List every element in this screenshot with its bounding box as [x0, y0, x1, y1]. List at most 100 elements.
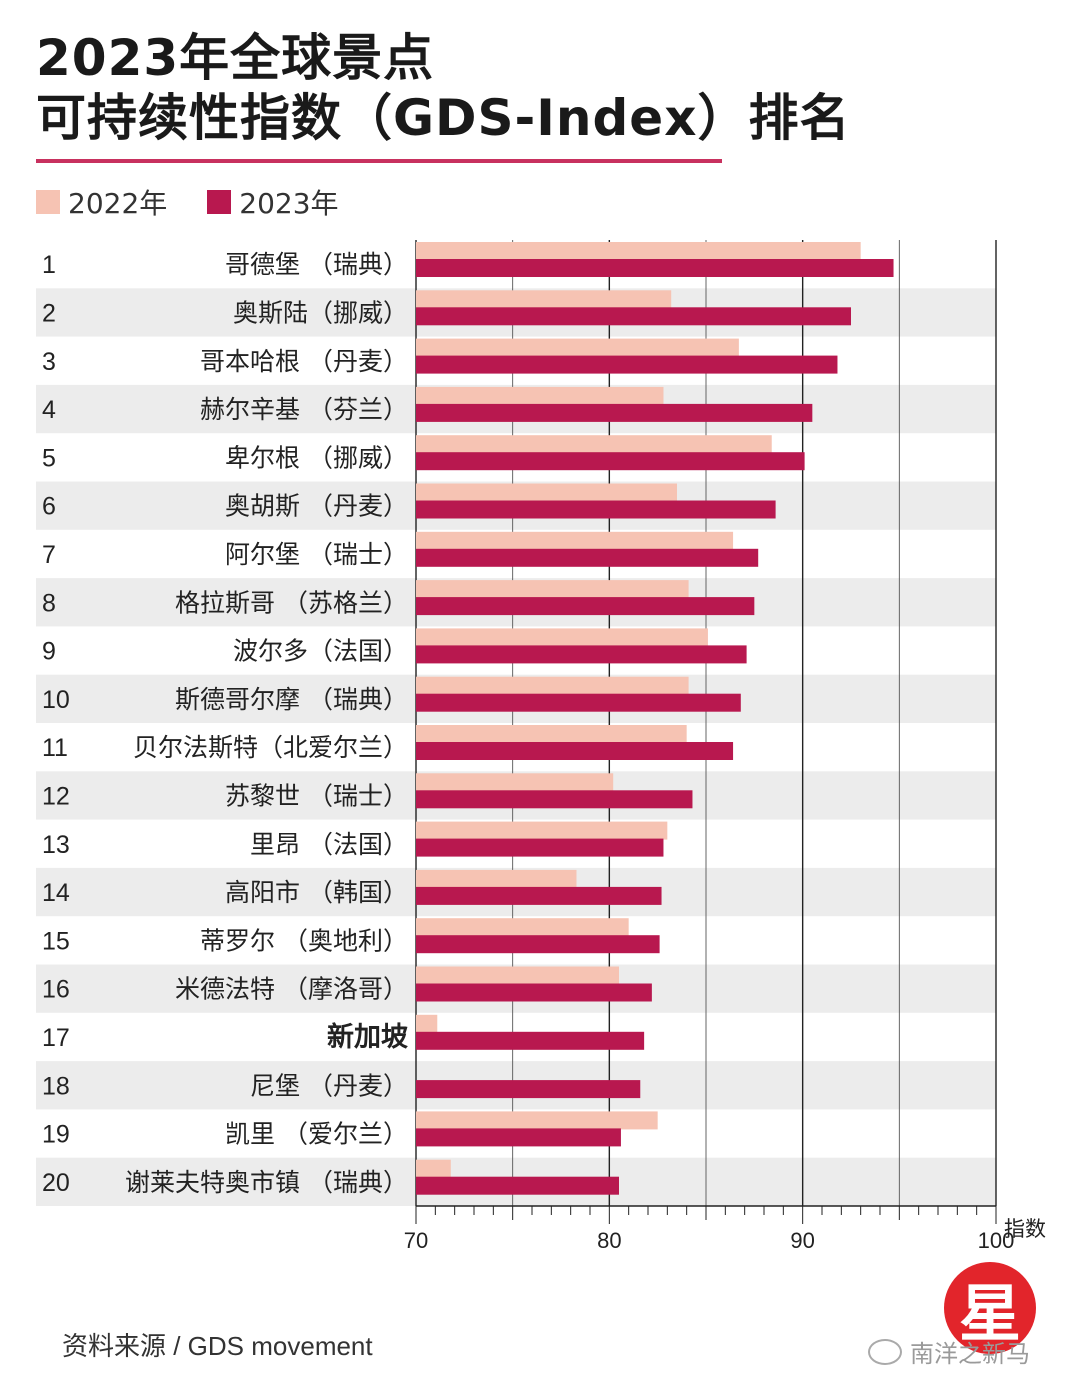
bar-2022: [416, 483, 677, 502]
bar-2023: [416, 548, 759, 567]
legend: 2022年 2023年: [36, 184, 379, 220]
x-tick-label: 80: [597, 1228, 621, 1253]
category-label: 哥德堡 （瑞典）: [225, 250, 408, 279]
bar-2023: [416, 693, 741, 712]
bar-2023: [416, 597, 755, 616]
rank-label: 16: [42, 976, 70, 1004]
legend-swatch-2023: [207, 190, 232, 214]
category-label: 苏黎世 （瑞士）: [225, 781, 408, 810]
logo-char: 星: [958, 1277, 1021, 1350]
rank-label: 15: [42, 927, 70, 955]
rank-label: 13: [42, 831, 70, 859]
x-tick-label: 70: [404, 1228, 428, 1253]
rank-label: 11: [42, 734, 68, 762]
category-label: 贝尔法斯特（北爱尔兰）: [133, 733, 408, 762]
bar-2023: [416, 790, 693, 809]
bar-2023: [416, 742, 734, 760]
category-label: 波尔多（法国）: [233, 637, 408, 666]
bar-2022: [416, 1111, 658, 1130]
category-label: 高阳市 （韩国）: [225, 878, 408, 907]
legend-swatch-2022: [36, 190, 60, 214]
watermark-text: 南洋之新马: [910, 1340, 1030, 1368]
bar-2023: [416, 1080, 641, 1099]
bar-2023: [416, 983, 652, 1002]
bar-2023: [416, 838, 664, 857]
legend-item-2023: 2023年: [207, 182, 339, 222]
legend-label-2023: 2023年: [239, 187, 339, 220]
bar-2022: [416, 966, 619, 985]
category-label: 里昂 （法国）: [250, 830, 408, 859]
bar-2023: [416, 886, 662, 905]
title-line-2: 可持续性指数（GDS-Index）排名: [36, 89, 851, 147]
category-label: 奥胡斯 （丹麦）: [225, 492, 408, 521]
rank-label: 1: [42, 251, 56, 279]
wechat-icon: [868, 1338, 902, 1365]
category-label: 哥本哈根 （丹麦）: [200, 347, 408, 376]
bar-2022: [416, 435, 772, 454]
bar-2022: [416, 628, 708, 647]
bar-2023: [416, 500, 776, 519]
bar-2023: [416, 1128, 621, 1147]
category-label: 赫尔辛基 （芬兰）: [200, 395, 408, 424]
bar-2022: [416, 773, 614, 792]
rank-label: 19: [42, 1121, 70, 1149]
chart-title: 2023年全球景点 可持续性指数（GDS-Index）排名: [36, 28, 850, 148]
bar-2023: [416, 259, 894, 277]
legend-item-2022: 2022年: [36, 182, 167, 222]
category-label: 奥斯陆（挪威）: [233, 298, 408, 327]
category-label: 斯德哥尔摩 （瑞典）: [175, 685, 408, 714]
title-line-1: 2023年全球景点: [36, 29, 435, 87]
category-label: 谢莱夫特奥市镇 （瑞典）: [125, 1168, 408, 1197]
rank-label: 9: [42, 638, 56, 666]
rank-label: 12: [42, 782, 70, 810]
category-label: 格拉斯哥 （苏格兰）: [175, 588, 408, 617]
bar-2023: [416, 1176, 619, 1195]
rank-label: 8: [42, 589, 56, 617]
bar-2022: [416, 821, 668, 840]
category-label: 蒂罗尔 （奥地利）: [200, 926, 408, 955]
title-underline: [36, 159, 722, 163]
bar-2023: [416, 307, 851, 326]
category-label: 凯里 （爱尔兰）: [225, 1120, 408, 1149]
bar-2022: [416, 338, 739, 357]
rank-label: 17: [42, 1024, 70, 1052]
rank-label: 10: [42, 686, 70, 714]
category-label: 尼堡 （丹麦）: [250, 1071, 408, 1100]
bar-2022: [416, 386, 664, 405]
bar-2023: [416, 403, 813, 422]
bar-2022: [416, 1159, 451, 1178]
category-label: 阿尔堡 （瑞士）: [225, 540, 408, 569]
bar-2023: [416, 935, 660, 954]
rank-label: 2: [42, 299, 56, 327]
x-tick-label: 100: [978, 1228, 1015, 1253]
rank-label: 14: [42, 879, 70, 907]
bar-2023: [416, 452, 805, 471]
category-label: 米德法特 （摩洛哥）: [175, 975, 408, 1004]
bar-2022: [416, 918, 629, 937]
legend-label-2022: 2022年: [68, 187, 168, 220]
source-note: 资料来源 / GDS movement: [62, 1331, 373, 1361]
bar-2022: [416, 242, 861, 260]
x-unit-label: 指数: [1004, 1217, 1046, 1241]
bar-2022: [416, 869, 577, 888]
rank-label: 3: [42, 348, 56, 376]
bar-2022: [416, 531, 734, 550]
rank-label: 20: [42, 1169, 70, 1197]
rank-label: 6: [42, 493, 56, 521]
category-label: 卑尔根 （挪威）: [225, 443, 408, 472]
bar-2022: [416, 580, 689, 599]
bar-2022: [416, 676, 689, 695]
bar-2023: [416, 645, 747, 664]
rank-label: 4: [42, 396, 56, 424]
watermark: 南洋之新马: [868, 1334, 1030, 1369]
bar-2023: [416, 1031, 645, 1050]
rank-label: 7: [42, 541, 56, 569]
rank-label: 5: [42, 444, 56, 472]
bar-2022: [416, 1014, 438, 1033]
rank-label: 18: [42, 1072, 70, 1100]
category-label-highlight: 新加坡: [327, 1021, 408, 1053]
publisher-logo: 星: [944, 1262, 1036, 1354]
bar-2022: [416, 725, 687, 743]
x-tick-label: 90: [790, 1228, 814, 1253]
